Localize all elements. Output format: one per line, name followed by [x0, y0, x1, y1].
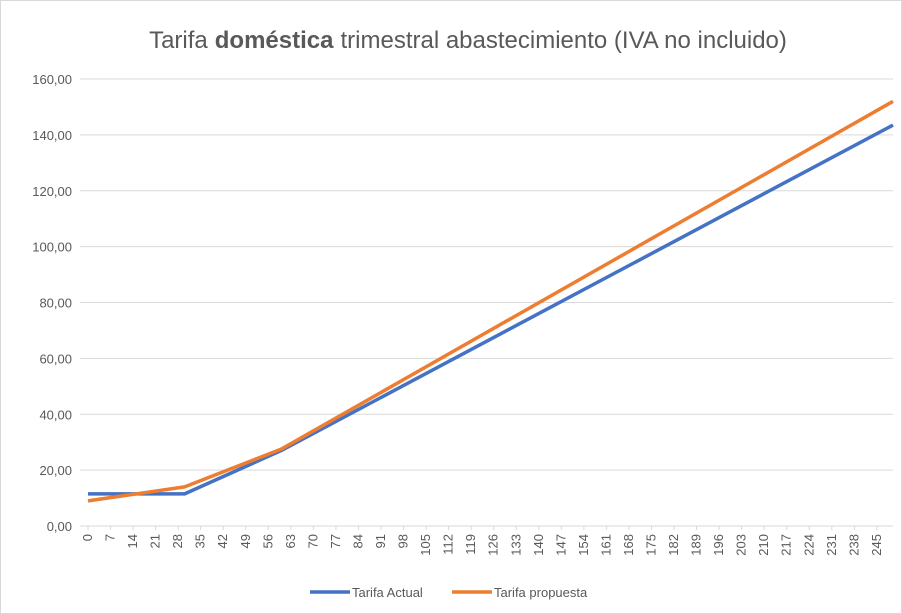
chart-title: Tarifa doméstica trimestral abastecimiento… — [149, 27, 787, 54]
x-tick-label: 91 — [373, 534, 388, 548]
x-tick-label: 119 — [463, 534, 478, 555]
x-tick-label: 105 — [418, 534, 433, 556]
x-tick-label: 14 — [125, 534, 140, 548]
x-tick-label: 98 — [396, 534, 411, 548]
x-tick-label: 238 — [846, 534, 861, 556]
title-part: trimestral abastecimiento (IVA no inclui… — [340, 27, 786, 54]
x-tick-label: 84 — [350, 534, 365, 548]
y-tick-label: 160,00 — [32, 72, 72, 87]
x-tick-label: 112 — [441, 534, 456, 555]
x-tick-label: 126 — [486, 534, 501, 556]
y-tick-label: 40,00 — [39, 407, 72, 422]
x-tick-label: 161 — [598, 534, 613, 556]
y-tick-label: 100,00 — [32, 240, 72, 255]
x-tick-label: 42 — [215, 534, 230, 548]
x-tick-label: 203 — [734, 534, 749, 556]
x-tick-label: 154 — [576, 534, 591, 556]
x-tick-label: 231 — [824, 534, 839, 556]
x-tick-label: 56 — [260, 534, 275, 548]
x-tick-label: 210 — [756, 534, 771, 556]
y-tick-label: 60,00 — [39, 351, 72, 366]
x-tick-label: 0 — [80, 534, 95, 541]
x-tick-label: 189 — [689, 534, 704, 556]
y-tick-label: 20,00 — [39, 463, 72, 478]
x-tick-label: 224 — [801, 534, 816, 556]
x-tick-label: 196 — [711, 534, 726, 556]
y-tick-label: 80,00 — [39, 296, 72, 311]
x-tick-label: 245 — [869, 534, 884, 556]
x-tick-label: 28 — [170, 534, 185, 548]
legend-label: Tarifa Actual — [352, 585, 423, 600]
legend-label: Tarifa propuesta — [494, 585, 588, 600]
x-tick-label: 182 — [666, 534, 681, 556]
title-part: doméstica — [215, 27, 334, 54]
y-tick-label: 0,00 — [47, 519, 72, 534]
x-tick-label: 147 — [553, 534, 568, 556]
title-part: Tarifa — [149, 27, 208, 54]
x-tick-label: 168 — [621, 534, 636, 556]
x-tick-label: 35 — [193, 534, 208, 548]
x-tick-label: 175 — [644, 534, 659, 556]
x-tick-label: 217 — [779, 534, 794, 556]
y-tick-label: 140,00 — [32, 128, 72, 143]
x-tick-label: 133 — [508, 534, 523, 556]
line-series — [87, 99, 894, 503]
x-tick-label: 49 — [238, 534, 253, 548]
x-tick-label: 140 — [531, 534, 546, 556]
y-tick-label: 120,00 — [32, 184, 72, 199]
x-tick-label: 21 — [148, 534, 163, 548]
x-tick-label: 77 — [328, 534, 343, 548]
x-tick-label: 63 — [283, 534, 298, 548]
x-tick-label: 70 — [305, 534, 320, 548]
x-tick-label: 7 — [103, 534, 118, 541]
